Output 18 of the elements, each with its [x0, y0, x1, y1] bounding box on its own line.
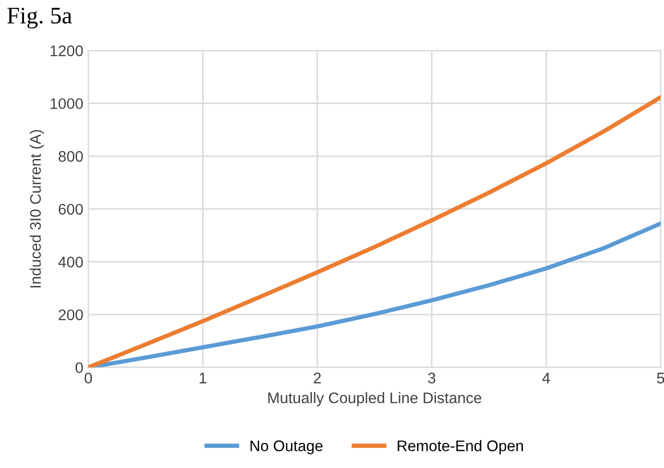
x-tick-label: 4 — [542, 372, 550, 384]
legend-label: No Outage — [250, 440, 323, 454]
x-tick-label: 2 — [314, 372, 321, 384]
y-tick-label: 200 — [58, 309, 83, 320]
y-tick-label: 1000 — [50, 98, 83, 110]
x-tick-label: 3 — [428, 372, 436, 384]
x-axis-title: Mutually Coupled Line Distance — [268, 392, 482, 406]
legend-label: Remote-End Open — [398, 440, 523, 454]
x-tick-label: 5 — [657, 372, 664, 384]
y-tick-label: 800 — [58, 151, 83, 162]
chart-title: Fig. 5a — [7, 8, 72, 28]
y-tick-label: 1200 — [50, 45, 83, 56]
x-tick-label: 0 — [84, 372, 92, 384]
x-tick-label: 1 — [200, 372, 206, 384]
y-axis-title: Induced 3I0 Current (A) — [30, 130, 44, 288]
y-tick-label: 600 — [58, 204, 83, 215]
y-tick-label: 400 — [58, 256, 83, 268]
y-tick-label: 0 — [76, 362, 83, 374]
